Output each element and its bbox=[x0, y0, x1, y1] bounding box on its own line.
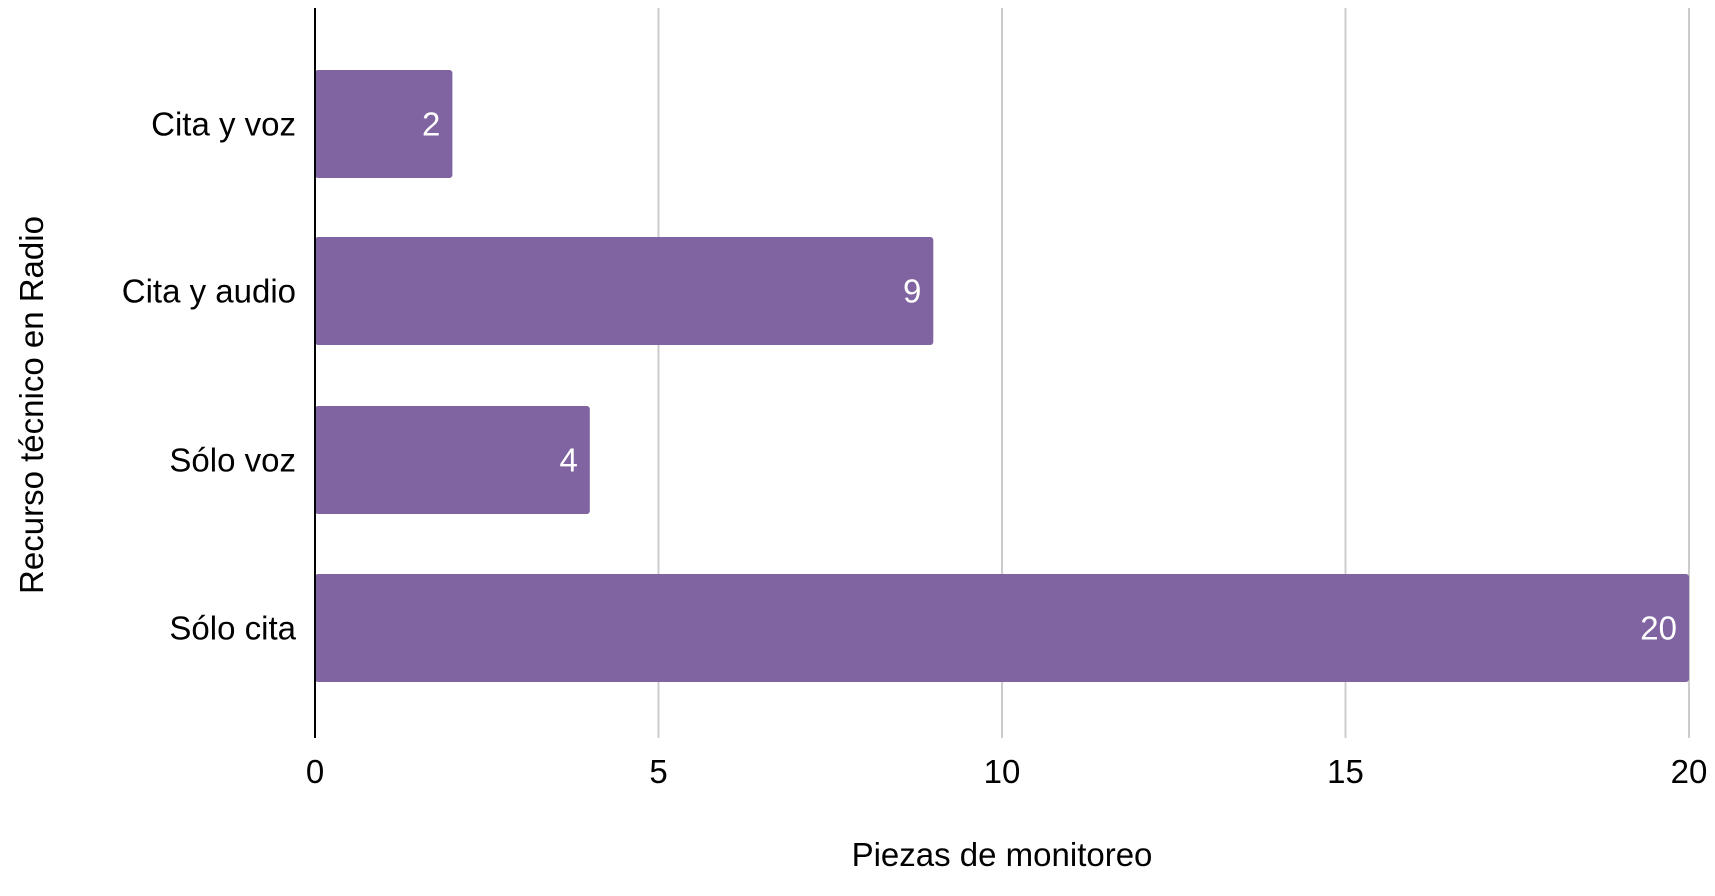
y-tick-labels: Cita y voz Cita y audio Sólo voz Sólo cita bbox=[122, 106, 297, 647]
bar-cita-y-audio bbox=[315, 237, 934, 345]
bar-value-label-solo-cita: 20 bbox=[1640, 610, 1677, 647]
x-axis-title: Piezas de monitoreo bbox=[852, 836, 1153, 873]
x-tick-label-20: 20 bbox=[1671, 753, 1708, 790]
category-label-cita-y-audio: Cita y audio bbox=[122, 273, 296, 310]
category-label-solo-cita: Sólo cita bbox=[169, 610, 296, 647]
category-label-solo-voz: Sólo voz bbox=[169, 442, 296, 479]
x-tick-label-10: 10 bbox=[984, 753, 1021, 790]
bar-value-label-solo-voz: 4 bbox=[559, 442, 577, 479]
bar-solo-voz bbox=[315, 406, 590, 514]
x-tick-label-0: 0 bbox=[306, 753, 324, 790]
x-tick-label-15: 15 bbox=[1327, 753, 1364, 790]
bar-solo-cita bbox=[315, 574, 1689, 682]
x-tick-labels: 0 5 10 15 20 bbox=[306, 753, 1708, 790]
category-label-cita-y-voz: Cita y voz bbox=[151, 106, 296, 143]
bar-value-label-cita-y-voz: 2 bbox=[422, 106, 440, 143]
bar-value-label-cita-y-audio: 9 bbox=[903, 273, 921, 310]
bar-cita-y-voz bbox=[315, 70, 453, 178]
x-tick-label-5: 5 bbox=[649, 753, 667, 790]
y-axis-title: Recurso técnico en Radio bbox=[13, 216, 50, 594]
bars: 2 9 4 20 bbox=[315, 70, 1689, 682]
